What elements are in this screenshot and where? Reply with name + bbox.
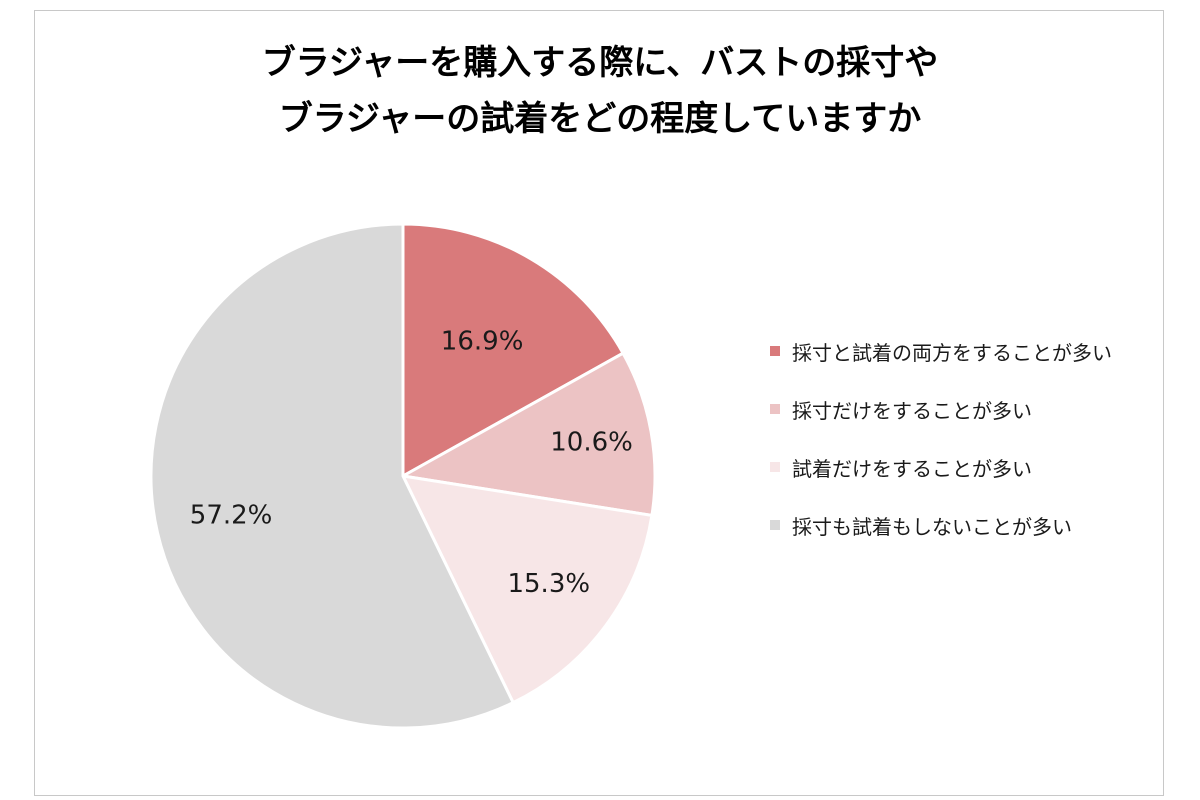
data-label-4: 57.2% <box>190 501 273 531</box>
legend-item-3: 試着だけをすることが多い <box>770 453 1112 481</box>
chart-title-line-1: ブラジャーを購入する際に、バストの採寸や <box>261 43 939 83</box>
legend-label-3: 試着だけをすることが多い <box>792 456 1032 481</box>
chart-legend: 採寸と試着の両方をすることが多い 採寸だけをすることが多い 試着だけをすることが多い… <box>770 337 1112 569</box>
legend-label-1: 採寸と試着の両方をすることが多い <box>792 340 1112 365</box>
data-label-2: 10.6% <box>550 427 633 457</box>
chart-title-line-2: ブラジャーの試着をどの程度していますか <box>278 99 922 139</box>
legend-label-4: 採寸も試着もしないことが多い <box>792 514 1072 539</box>
pie-slice-1 <box>401 222 626 479</box>
legend-label-2: 採寸だけをすることが多い <box>792 398 1032 423</box>
legend-swatch-4 <box>770 520 780 530</box>
pie-slice-2 <box>398 351 657 518</box>
pie-slice-3 <box>400 474 654 705</box>
chart-title: ブラジャーを購入する際に、バストの採寸や ブラジャーの試着をどの程度していますか <box>35 35 1165 147</box>
pie-chart: 16.9% 10.6% 15.3% 57.2% <box>149 222 657 730</box>
legend-swatch-1 <box>770 346 780 356</box>
pie-slice-4 <box>149 222 516 730</box>
chart-frame: ブラジャーを購入する際に、バストの採寸や ブラジャーの試着をどの程度していますか… <box>34 10 1164 796</box>
legend-swatch-2 <box>770 404 780 414</box>
legend-item-4: 採寸も試着もしないことが多い <box>770 511 1112 539</box>
legend-item-2: 採寸だけをすることが多い <box>770 395 1112 423</box>
data-label-3: 15.3% <box>507 569 590 599</box>
legend-item-1: 採寸と試着の両方をすることが多い <box>770 337 1112 365</box>
data-label-1: 16.9% <box>441 326 524 356</box>
legend-swatch-3 <box>770 462 780 472</box>
